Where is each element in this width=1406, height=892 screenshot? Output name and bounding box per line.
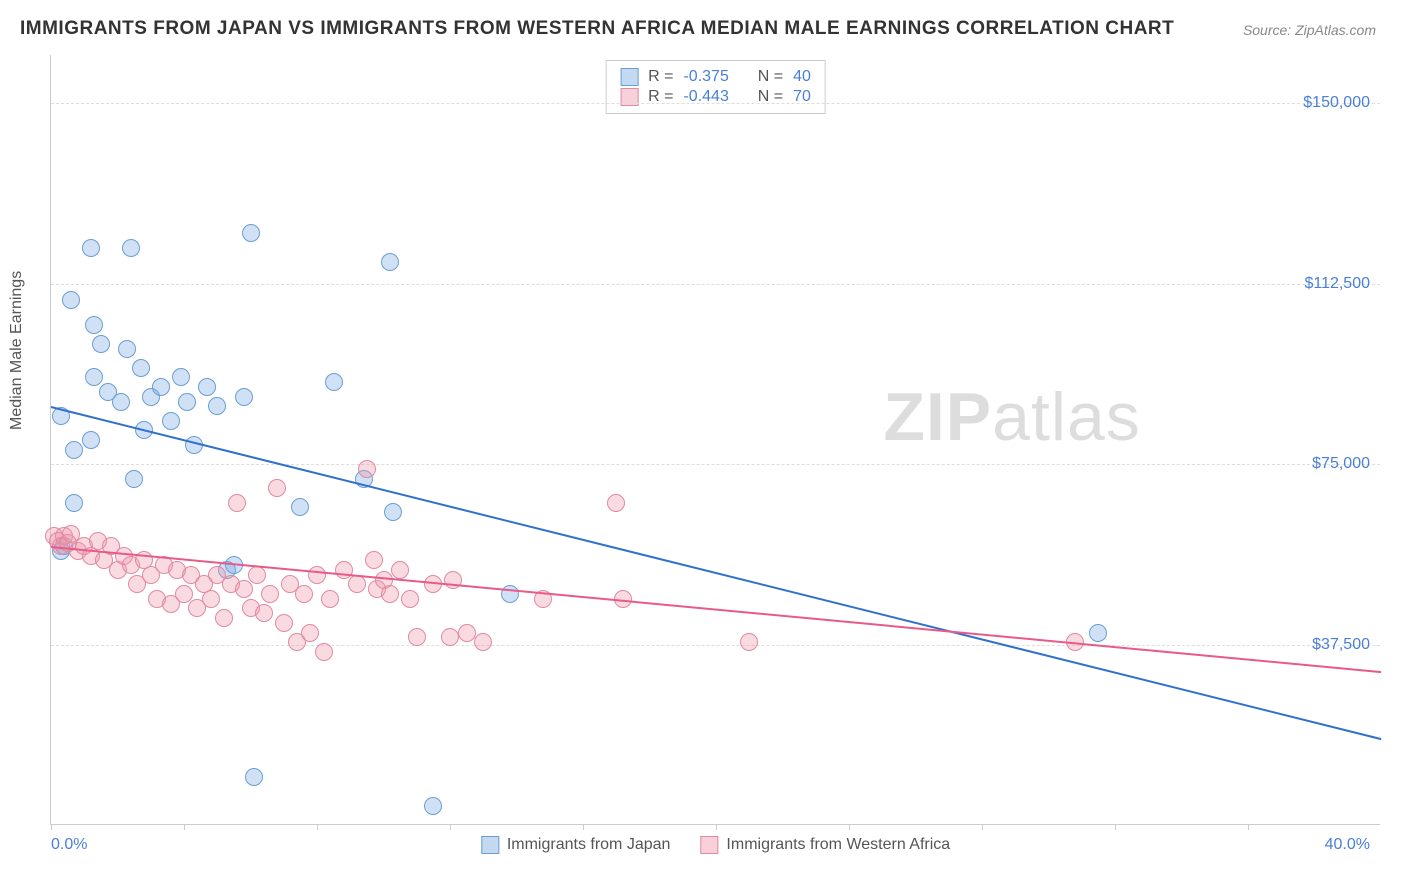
data-point-wafrica bbox=[235, 580, 253, 598]
x-axis-min-label: 0.0% bbox=[51, 836, 87, 854]
y-tick-label: $112,500 bbox=[1304, 275, 1370, 293]
data-point-wafrica bbox=[321, 590, 339, 608]
legend-item-japan: Immigrants from Japan bbox=[481, 836, 671, 854]
correlation-legend: R = -0.375 N = 40 R = -0.443 N = 70 bbox=[605, 60, 826, 114]
data-point-japan bbox=[62, 291, 80, 309]
data-point-japan bbox=[424, 797, 442, 815]
r-label: R = bbox=[648, 68, 673, 86]
data-point-japan bbox=[381, 253, 399, 271]
data-point-japan bbox=[325, 373, 343, 391]
source-label: Source: ZipAtlas.com bbox=[1243, 22, 1376, 38]
swatch-japan-icon bbox=[620, 68, 638, 86]
data-point-wafrica bbox=[358, 460, 376, 478]
data-point-wafrica bbox=[441, 628, 459, 646]
x-tick bbox=[982, 824, 983, 830]
n-value-japan: 40 bbox=[793, 68, 811, 86]
x-tick bbox=[1248, 824, 1249, 830]
swatch-wafrica-icon bbox=[700, 836, 718, 854]
data-point-japan bbox=[132, 359, 150, 377]
data-point-wafrica bbox=[401, 590, 419, 608]
data-point-wafrica bbox=[175, 585, 193, 603]
data-point-japan bbox=[122, 239, 140, 257]
data-point-wafrica bbox=[255, 604, 273, 622]
y-tick-label: $37,500 bbox=[1312, 636, 1370, 654]
x-axis-max-label: 40.0% bbox=[1325, 836, 1370, 854]
y-axis-label: Median Male Earnings bbox=[8, 271, 26, 430]
watermark: ZIPatlas bbox=[883, 378, 1140, 456]
data-point-japan bbox=[125, 470, 143, 488]
data-point-japan bbox=[198, 378, 216, 396]
chart-title: IMMIGRANTS FROM JAPAN VS IMMIGRANTS FROM… bbox=[20, 18, 1174, 40]
data-point-wafrica bbox=[458, 624, 476, 642]
data-point-wafrica bbox=[408, 628, 426, 646]
legend-label-japan: Immigrants from Japan bbox=[507, 836, 671, 854]
data-point-wafrica bbox=[335, 561, 353, 579]
legend-row-japan: R = -0.375 N = 40 bbox=[620, 67, 811, 87]
data-point-japan bbox=[291, 498, 309, 516]
x-tick bbox=[583, 824, 584, 830]
data-point-japan bbox=[235, 388, 253, 406]
series-legend: Immigrants from Japan Immigrants from We… bbox=[481, 836, 950, 854]
data-point-japan bbox=[65, 494, 83, 512]
data-point-japan bbox=[208, 397, 226, 415]
r-value-japan: -0.375 bbox=[683, 68, 728, 86]
data-point-wafrica bbox=[275, 614, 293, 632]
swatch-japan-icon bbox=[481, 836, 499, 854]
legend-item-wafrica: Immigrants from Western Africa bbox=[700, 836, 950, 854]
data-point-japan bbox=[162, 412, 180, 430]
x-tick bbox=[849, 824, 850, 830]
watermark-bold: ZIP bbox=[883, 379, 992, 455]
data-point-wafrica bbox=[248, 566, 266, 584]
data-point-wafrica bbox=[607, 494, 625, 512]
x-tick bbox=[1115, 824, 1116, 830]
data-point-wafrica bbox=[391, 561, 409, 579]
data-point-japan bbox=[178, 393, 196, 411]
y-tick-label: $75,000 bbox=[1312, 455, 1370, 473]
data-point-japan bbox=[92, 335, 110, 353]
gridline-h bbox=[51, 464, 1380, 465]
n-label: N = bbox=[758, 68, 783, 86]
data-point-wafrica bbox=[295, 585, 313, 603]
data-point-wafrica bbox=[261, 585, 279, 603]
data-point-wafrica bbox=[348, 575, 366, 593]
gridline-h bbox=[51, 284, 1380, 285]
data-point-wafrica bbox=[381, 585, 399, 603]
data-point-japan bbox=[65, 441, 83, 459]
data-point-japan bbox=[152, 378, 170, 396]
x-tick bbox=[184, 824, 185, 830]
x-tick bbox=[51, 824, 52, 830]
data-point-japan bbox=[242, 224, 260, 242]
data-point-wafrica bbox=[202, 590, 220, 608]
data-point-japan bbox=[112, 393, 130, 411]
gridline-h bbox=[51, 103, 1380, 104]
legend-label-wafrica: Immigrants from Western Africa bbox=[726, 836, 950, 854]
data-point-japan bbox=[118, 340, 136, 358]
x-tick bbox=[450, 824, 451, 830]
data-point-wafrica bbox=[474, 633, 492, 651]
gridline-h bbox=[51, 645, 1380, 646]
data-point-wafrica bbox=[301, 624, 319, 642]
data-point-japan bbox=[1089, 624, 1107, 642]
y-tick-label: $150,000 bbox=[1303, 94, 1370, 112]
data-point-japan bbox=[85, 368, 103, 386]
data-point-wafrica bbox=[268, 479, 286, 497]
watermark-light: atlas bbox=[992, 379, 1141, 455]
data-point-wafrica bbox=[315, 643, 333, 661]
data-point-wafrica bbox=[215, 609, 233, 627]
plot-area: ZIPatlas R = -0.375 N = 40 R = -0.443 N … bbox=[50, 55, 1380, 825]
data-point-japan bbox=[85, 316, 103, 334]
data-point-wafrica bbox=[740, 633, 758, 651]
data-point-wafrica bbox=[308, 566, 326, 584]
chart-container: IMMIGRANTS FROM JAPAN VS IMMIGRANTS FROM… bbox=[0, 0, 1406, 892]
data-point-wafrica bbox=[228, 494, 246, 512]
data-point-japan bbox=[82, 239, 100, 257]
data-point-japan bbox=[384, 503, 402, 521]
x-tick bbox=[317, 824, 318, 830]
data-point-wafrica bbox=[365, 551, 383, 569]
data-point-japan bbox=[245, 768, 263, 786]
x-tick bbox=[716, 824, 717, 830]
data-point-japan bbox=[172, 368, 190, 386]
data-point-japan bbox=[82, 431, 100, 449]
